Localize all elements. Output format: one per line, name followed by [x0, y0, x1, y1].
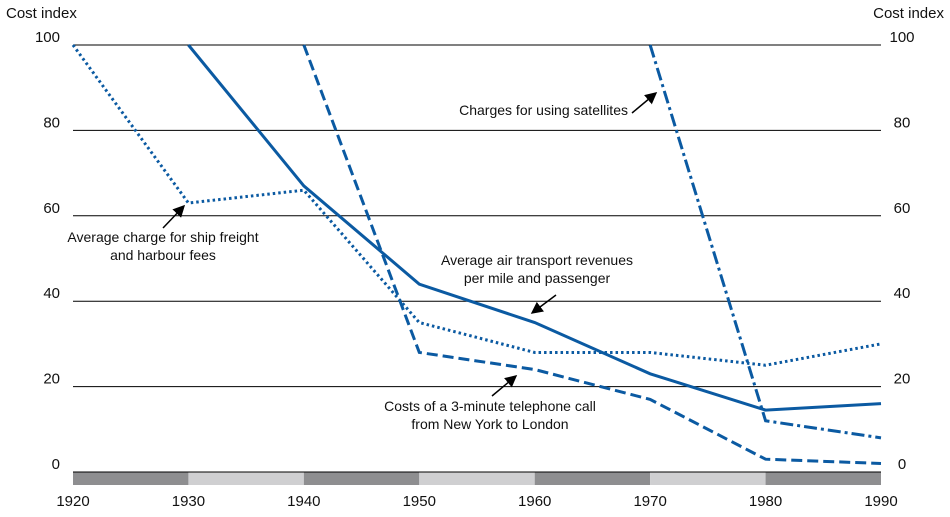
annotation: per mile and passenger: [464, 270, 611, 286]
x-tick-label: 1930: [172, 493, 205, 510]
annotation: Average charge for ship freight: [67, 229, 258, 245]
decade-band: [765, 472, 881, 485]
arrow: [491, 375, 518, 397]
annotation: Average air transport revenues: [441, 252, 633, 268]
y-tick-label: 80: [43, 114, 60, 131]
x-tick-label: 1960: [518, 493, 551, 510]
annotation: and harbour fees: [110, 247, 216, 263]
arrow: [162, 204, 186, 229]
series-line: [71, 44, 882, 367]
y2-tick-label: 40: [894, 285, 911, 302]
x-tick-label: 1940: [287, 493, 320, 510]
y-tick-label: 100: [35, 29, 60, 46]
x-tick-label: 1980: [749, 493, 782, 510]
annotation: Costs of a 3-minute telephone call: [384, 398, 596, 414]
series-line: [302, 44, 882, 465]
decade-band: [188, 472, 304, 485]
y-tick-label: 0: [52, 456, 60, 473]
x-tick-label: 1990: [864, 493, 897, 510]
arrow: [631, 92, 658, 114]
y2-tick-label: 100: [889, 29, 914, 46]
annotation: Charges for using satellites: [459, 102, 628, 118]
decade-band: [650, 472, 766, 485]
y2-tick-label: 60: [894, 200, 911, 217]
y2-tick-label: 20: [894, 371, 911, 388]
annotation: from New York to London: [411, 416, 568, 432]
decade-band: [303, 472, 420, 485]
x-tick-label: 1970: [633, 493, 666, 510]
y-tick-label: 60: [43, 200, 60, 217]
decade-band: [73, 472, 189, 485]
annotation-arrows: [162, 92, 658, 397]
y-tick-label: 40: [43, 285, 60, 302]
x-tick-label: 1920: [56, 493, 89, 510]
decade-band: [419, 472, 535, 485]
x-tick-label: 1950: [403, 493, 436, 510]
y-axis-label: Cost index: [6, 5, 77, 22]
y2-tick-label: 80: [894, 114, 911, 131]
decade-band: [534, 472, 651, 485]
series-line: [187, 44, 882, 412]
arrow: [530, 294, 557, 314]
series-line: [648, 44, 882, 440]
y-tick-label: 20: [43, 371, 60, 388]
y2-axis-label: Cost index: [873, 5, 944, 22]
y2-tick-label: 0: [898, 456, 906, 473]
